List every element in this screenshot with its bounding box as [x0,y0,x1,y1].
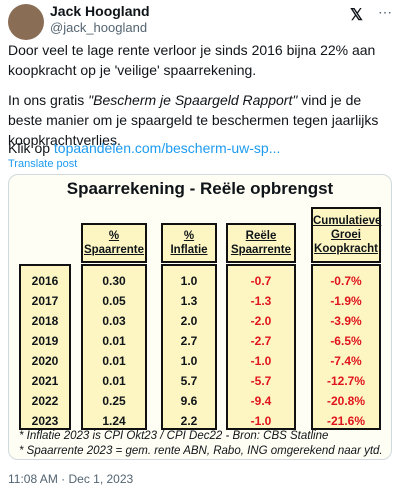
text: "Bescherm je Spaargeld Rapport" [88,92,298,108]
header-box: Cumulatieve Groei Koopkracht [311,207,381,263]
link[interactable]: topaandelen.com/bescherm-uw-sp... [53,140,281,156]
table-cell: 9.6 [180,394,198,408]
table-cell: 1.24 [102,414,126,428]
post-image[interactable]: Spaarrekening - Reële opbrengst * Inflat… [8,174,392,460]
post-paragraph: Klik op topaandelen.com/bescherm-uw-sp..… [8,138,392,158]
data-box: -0.7% -1.9% -3.9% -6.5% -7.4% -12.7% -20.8% -21… [311,264,381,430]
footnote: * Inflatie 2023 is CPI Okt23 / CPI Dec22… [19,430,329,442]
text: In ons gratis [8,92,89,108]
table-cell: -5.7 [250,374,272,388]
x-logo[interactable]: 𝕏 [350,7,363,24]
table-cell: -3.9% [330,314,362,328]
header-box: % Spaarrente [81,223,147,263]
table-cell: 0.03 [102,314,126,328]
table-cell: 2023 [31,414,59,428]
post-paragraph: In ons gratis "Bescherm je Spaargeld Rap… [8,90,392,150]
table-cell: -1.9% [330,294,362,308]
data-box: 1.0 1.3 2.0 2.7 1.0 5.7 9.6 2.2 [161,264,217,430]
column-header: % [108,230,120,242]
table-cell: -0.7 [250,274,272,288]
table-cell: -21.6% [326,414,366,428]
text: vind je de beste manier om je spaargeld … [8,92,379,148]
table-cell: 1.0 [180,354,198,368]
table-cell: 2.0 [180,314,198,328]
table-cell: -2.7 [250,334,272,348]
table-cell: -7.4% [330,354,362,368]
table-cell: 2022 [31,394,59,408]
table-cell: 0.05 [102,294,126,308]
column-header: % [183,230,195,242]
author-handle[interactable]: @jack_hoogland [50,20,148,35]
table-cell: -12.7% [326,374,366,388]
table-cell: 2.2 [180,414,198,428]
column-header: Spaarrente [230,244,292,256]
table-cell: -6.5% [330,334,362,348]
author-name[interactable]: Jack Hoogland [50,3,150,19]
table-cell: 2019 [31,334,59,348]
table-cell: -0.7% [330,274,362,288]
table-cell: 2016 [31,274,59,288]
header-box: % Inflatie [161,223,217,263]
table-cell: 5.7 [180,374,198,388]
translate-link[interactable]: Translate post [8,158,78,170]
table-cell: -1.3 [250,294,272,308]
column-header: Spaarrente [83,244,145,256]
data-box: 2016 2017 2018 2019 2020 2021 2022 2023 [19,264,71,430]
table-cell: 2020 [31,354,59,368]
table-cell: 0.01 [102,354,126,368]
table-cell: -20.8% [326,394,366,408]
avatar[interactable] [8,4,44,40]
table-cell: 0.01 [102,334,126,348]
table-cell: 1.0 [180,274,198,288]
table-cell: 0.01 [102,374,126,388]
table-cell: 2021 [31,374,59,388]
table-cell: 0.30 [102,274,126,288]
header-box: Reële Spaarrente [226,223,296,263]
table-cell: -2.0 [250,314,272,328]
column-header: Inflatie [170,244,208,256]
footnote: * Spaarrente 2023 = gem. rente ABN, Rabo… [19,445,383,457]
image-title: Spaarrekening - Reële opbrengst [66,179,334,198]
table-cell: 0.25 [102,394,126,408]
data-box: 0.30 0.05 0.03 0.01 0.01 0.01 0.25 1.24 [81,264,147,430]
table-cell: 1.3 [180,294,198,308]
table-cell: 2018 [31,314,59,328]
table-cell: -9.4 [250,394,272,408]
column-header: Groei [330,229,362,241]
more-menu[interactable]: ⋯ [378,4,392,20]
column-header: Cumulatieve [313,215,382,227]
timestamp[interactable]: 11:08 AM · Dec 1, 2023 [8,472,134,486]
text: Klik op [8,140,54,156]
table-cell: 2.7 [180,334,198,348]
column-header: Reële [245,230,277,242]
table-cell: 2017 [31,294,59,308]
table-cell: -1.0 [250,414,272,428]
post-paragraph: Door veel te lage rente verloor je sinds… [8,42,376,78]
data-box: -0.7 -1.3 -2.0 -2.7 -1.0 -5.7 -9.4 -1.0 [226,264,296,430]
table-cell: -1.0 [250,354,272,368]
column-header: Koopkracht [314,243,378,255]
